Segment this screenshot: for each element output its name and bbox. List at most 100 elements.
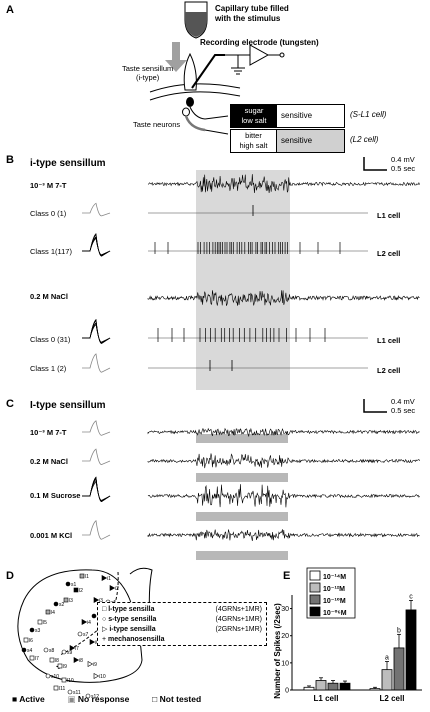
sensillum-label-i4: i4 — [87, 620, 91, 626]
panel-b-letter: B — [6, 154, 14, 166]
panel-b-scale-t: 0.5 sec — [391, 164, 416, 173]
panel-d-legend: □ l-type sensilla (4GRNs+1MR) ○ s-type s… — [97, 602, 267, 646]
e-bar-1-1 — [381, 669, 393, 691]
e-xcat-1: L2 cell — [380, 694, 405, 703]
stim-bar-c2 — [196, 473, 288, 482]
s-l1-cell-box: sugar low salt sensitive — [230, 104, 345, 128]
legend-m-symbol: + — [102, 636, 107, 643]
e-bar-1-0 — [369, 688, 381, 691]
c-trace-2 — [147, 484, 420, 508]
c-wave-2-7 — [82, 480, 111, 501]
sensillum-label-l10: l10 — [67, 678, 74, 684]
panel-d-key: ■ Active ▣ No response □ Not tested — [12, 694, 201, 705]
sensillum-label-s10: s10 — [51, 674, 59, 680]
panel-b-scalebar — [363, 157, 387, 171]
box2-line2: high salt — [239, 141, 268, 150]
capillary-label-2: with the stimulus — [215, 14, 281, 23]
panel-a-letter: A — [6, 4, 14, 16]
e-legend-swatch-3 — [309, 606, 321, 617]
panel-a-diagram — [149, 1, 285, 135]
b-row-1-cell: L1 cell — [377, 211, 401, 220]
l2-cell-box: bitter high salt sensitive — [230, 129, 345, 153]
panel-e-letter: E — [283, 570, 291, 582]
sensillum-s7 — [77, 631, 83, 637]
e-xcat-0: L1 cell — [314, 694, 339, 703]
e-bar-0-1 — [315, 680, 327, 691]
electrode-label: Recording electrode (tungsten) — [200, 38, 319, 47]
amplifier — [249, 44, 270, 66]
e-sig-1: a — [385, 655, 389, 662]
sensillum-label-l4: l4 — [51, 610, 55, 616]
recording-electrode — [191, 54, 225, 89]
sensillum-l9 — [57, 663, 63, 669]
sensillum-s6 — [91, 613, 97, 619]
key-nottested-symbol: □ — [152, 694, 158, 704]
e-ylabel: Number of Spikes (/2sec) — [273, 603, 282, 699]
sensillum-s11 — [67, 689, 73, 695]
c-row-3-label: 0.001 M KCl — [30, 531, 73, 540]
sensillum-label-s2: s2 — [59, 602, 65, 608]
e-bar-0-3 — [339, 682, 351, 691]
labellum-outline — [17, 569, 143, 683]
b-trace-nacl — [147, 290, 420, 306]
sensillum-l4 — [45, 609, 51, 615]
e-legend-label-3: 10⁻⁰⁶M — [323, 609, 347, 617]
sensillum-label-i9: i9 — [93, 662, 97, 668]
sensillum-label-i7: i7 — [75, 646, 79, 652]
legend-i-name: i-type sensilla — [109, 626, 156, 633]
legend-s-detail: (4GRNs+1MR) — [215, 616, 262, 623]
sensillum-label-l9: l9 — [63, 664, 67, 670]
e-sig-2: b — [397, 627, 401, 634]
sensillum-i4 — [81, 618, 88, 626]
c-wave-1-0 — [82, 448, 111, 465]
sensillum-s2 — [53, 601, 59, 607]
b-row-4-label: Class 0 (31) — [30, 335, 71, 344]
b-wave-class0-0 — [82, 202, 111, 217]
sensillum-label-l2: l2 — [79, 588, 83, 594]
sensillum-label-l7: l7 — [35, 656, 39, 662]
sensillum-l2 — [73, 587, 79, 593]
e-legend-swatch-0 — [309, 570, 321, 581]
b-row-2-cell: L2 cell — [377, 249, 401, 258]
sensillum-label-s1: s1 — [71, 582, 77, 588]
b-row-5-label: Class 1 (2) — [30, 364, 67, 373]
arrow-shaft — [172, 42, 180, 60]
box2-sensitive: sensitive — [281, 136, 313, 145]
stim-bar-c1 — [196, 434, 288, 443]
sensillum-l3 — [63, 597, 69, 603]
panel-c-scale-t: 0.5 sec — [391, 406, 416, 415]
b-wave-class1-nacl-0 — [82, 353, 111, 373]
sensillum-i3 — [93, 596, 100, 604]
legend-s-name: s-type sensilla — [108, 616, 157, 623]
key-noresp-symbol: ▣ — [67, 694, 76, 704]
c-trace-3 — [147, 529, 420, 542]
c-wave-3-0 — [82, 520, 111, 540]
sensillum-l7 — [29, 655, 35, 661]
capillary-label-1: Capillary tube filled — [215, 4, 289, 13]
box1-sensitive: sensitive — [281, 111, 313, 120]
sensillum-label-i1: i1 — [107, 576, 111, 582]
sensillum-label-i3: i3 — [99, 598, 103, 604]
panel-b-traces — [82, 174, 420, 373]
sensillum-s4 — [21, 647, 27, 653]
sensillum-label-2: (i-type) — [135, 73, 160, 82]
sensillum-label-s4: s4 — [27, 648, 33, 654]
sensillum-s3 — [29, 627, 35, 633]
e-bar-0-0 — [303, 686, 315, 691]
panel-e-chart: Number of Spikes (/2sec) 0 10 20 30 L1 cell… — [273, 567, 422, 703]
sensillum-label-s11: s11 — [73, 690, 81, 696]
sensillum-label-i2: i2 — [115, 586, 119, 592]
b-wave-class0-nacl-6 — [82, 324, 111, 343]
key-noresp-label: No response — [77, 694, 130, 704]
b-row-2-label: Class 1(117) — [30, 247, 72, 256]
panel-c-scalebar — [363, 399, 387, 413]
sensilla-points: l1s1l2l3s2l4l5s3l6s4l7i1i2i3s5s6i4i5s7i6… — [21, 573, 119, 700]
legend-i-detail: (2GRNs+1MR) — [215, 626, 262, 633]
e-bar-0-2 — [327, 682, 339, 691]
sensillum-label-s7: s7 — [83, 632, 89, 638]
legend-l-detail: (4GRNs+1MR) — [215, 606, 262, 613]
e-legend-box — [306, 567, 356, 619]
e-bar-1-2 — [393, 647, 405, 691]
sensillum-label-i10: i10 — [99, 674, 106, 680]
sensillum-label-l5: l5 — [43, 620, 47, 626]
